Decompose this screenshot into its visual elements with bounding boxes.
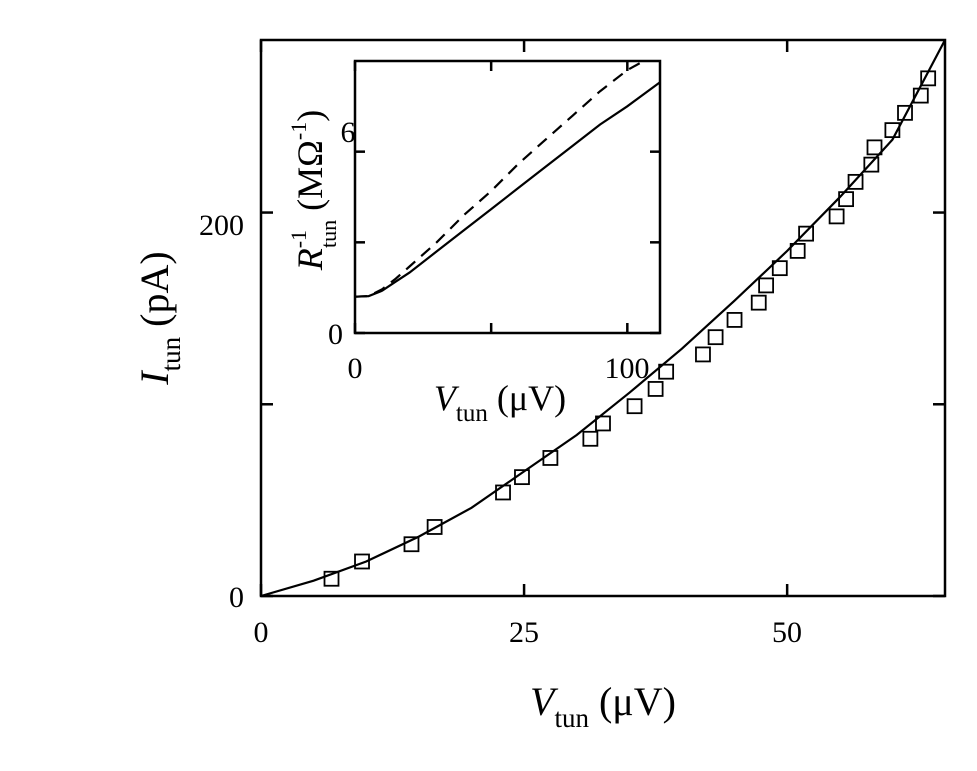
data-point: [323, 570, 340, 587]
data-point: [658, 363, 675, 380]
main-x-tick-label: 0: [254, 616, 269, 649]
inset-x-axis-label: Vtun (μV): [434, 378, 566, 427]
inset-y-tick-label: 6: [341, 116, 356, 149]
main-y-axis-label: Itun (pA): [132, 251, 186, 385]
data-point: [695, 346, 711, 363]
data-point: [595, 415, 611, 432]
main-y-axis-symbol: I: [132, 370, 177, 386]
data-point: [626, 398, 643, 415]
inset-y-axis-symbol: R: [290, 248, 330, 271]
data-point: [884, 122, 901, 139]
main-x-axis-subscript: tun: [554, 703, 589, 733]
data-point: [403, 536, 420, 553]
data-point: [863, 156, 880, 173]
data-point: [495, 484, 511, 501]
data-point: [542, 450, 559, 466]
main-x-tick-label: 50: [772, 616, 802, 649]
data-point: [647, 381, 664, 397]
data-point: [798, 225, 814, 242]
data-point: [514, 469, 530, 486]
inset-ticks: [353, 61, 660, 335]
data-point: [426, 519, 443, 535]
inset-x-tick-label: 0: [348, 352, 363, 385]
main-fit-curve: [260, 39, 946, 598]
inset-x-axis-symbol: V: [434, 378, 460, 418]
data-point: [750, 294, 767, 311]
data-point: [771, 260, 788, 277]
inset-y-axis-unit-close: ): [290, 110, 330, 122]
main-ticks: [259, 40, 945, 598]
data-point: [789, 242, 806, 259]
inset-x-tick-label: 100: [605, 352, 650, 385]
inset-y-axis-subscript: tun: [316, 220, 341, 248]
main-data-points: [323, 70, 937, 587]
main-y-tick-label: 0: [229, 581, 244, 614]
data-point: [912, 87, 929, 104]
data-point: [866, 139, 883, 156]
inset-y-tick-label: 0: [328, 318, 343, 351]
data-point: [726, 312, 743, 328]
main-x-tick-label: 25: [509, 616, 539, 649]
main-y-axis-subscript: tun: [156, 336, 186, 371]
inset-y-axis-label: R-1 tun (MΩ-1): [286, 110, 341, 272]
data-point: [920, 70, 937, 87]
inset-x-axis-unit: (μV): [488, 378, 566, 418]
data-point: [838, 191, 854, 208]
main-x-axis-unit: (μV): [589, 679, 676, 724]
inset-y-axis-unit-superscript: -1: [286, 122, 311, 140]
data-point: [354, 553, 370, 570]
data-point: [897, 104, 913, 121]
data-point: [582, 430, 599, 447]
main-x-axis-label: Vtun (μV): [530, 679, 676, 733]
inset-solid-curve: [354, 81, 661, 298]
fit-curve: [260, 39, 946, 598]
inset-y-axis-superscript: -1: [286, 230, 311, 248]
inset-x-axis-subscript: tun: [456, 400, 488, 427]
main-x-axis-symbol: V: [530, 679, 559, 724]
data-point: [847, 173, 864, 190]
inset-dashed-curve: [354, 60, 645, 298]
data-point: [758, 277, 775, 294]
main-y-axis-unit: (pA): [132, 251, 177, 337]
inset-curves: [354, 60, 661, 298]
data-point: [707, 329, 724, 346]
main-y-tick-label: 200: [199, 209, 244, 242]
inset-y-axis-unit: (MΩ: [290, 140, 330, 220]
data-point: [828, 208, 845, 225]
